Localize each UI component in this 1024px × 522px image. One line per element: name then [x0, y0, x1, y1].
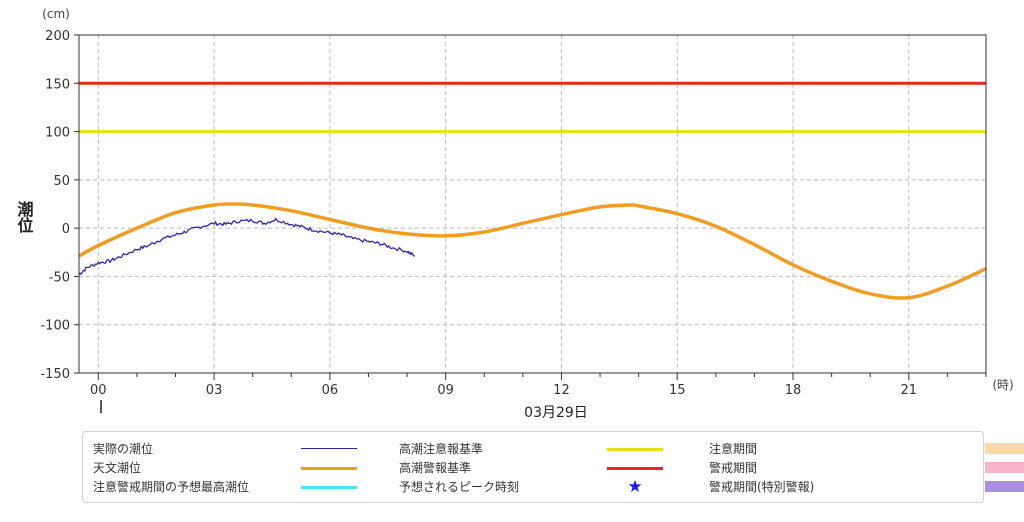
legend-label: 注意警戒期間の予想最高潮位: [93, 480, 250, 494]
x-unit-label: (時): [992, 378, 1013, 392]
legend-label: 注意期間: [709, 442, 758, 456]
grid-lines: [79, 35, 986, 373]
y-tick-label: 200: [45, 29, 70, 44]
x-tick-label: 03: [206, 383, 223, 398]
legend-line-swatch: [301, 448, 357, 450]
legend-label: 天文潮位: [93, 461, 142, 475]
x-tick-label: 09: [437, 383, 454, 398]
legend-label: 警戒期間(特別警報): [709, 480, 815, 494]
y-tick-label: -100: [40, 319, 70, 334]
legend-box-swatch: [985, 481, 1024, 492]
x-tick-label: 00: [90, 383, 107, 398]
legend-line-swatch: [301, 466, 357, 470]
legend-label: 警戒期間: [709, 461, 758, 475]
x-tick-labels: 00 03 06 09 12 15 18 21: [90, 373, 987, 398]
y-tick-label: -50: [49, 270, 70, 285]
x-tick-label: 12: [553, 383, 570, 398]
legend-line-swatch: [607, 466, 663, 470]
series-lines: [78, 202, 987, 300]
x-tick-label: 15: [669, 383, 686, 398]
x-tick-label: 21: [901, 383, 918, 398]
legend-label: 実際の潮位: [93, 442, 154, 456]
y-tick-label: 0: [62, 222, 70, 237]
legend-label: 予想されるピーク時刻: [399, 480, 520, 494]
y-tick-label: 150: [45, 77, 70, 92]
x-tick-label: 18: [785, 383, 802, 398]
legend-label: 高潮注意報基準: [399, 442, 484, 456]
legend: 実際の潮位 高潮注意報基準 注意期間天文潮位 高潮警報基準 警戒期間注意警戒期間の予想最…: [82, 431, 1024, 503]
y-unit-label: (cm): [42, 7, 70, 21]
legend-box-swatch: [985, 443, 1024, 454]
legend-label: 高潮警報基準: [399, 461, 472, 475]
series-line-observed: [78, 217, 415, 276]
y-tick-label: -150: [40, 367, 70, 382]
tide-chart: 200 150 100 50 0 -50 -100 -150 00 03 06 09 12 15 18 21…: [15, 7, 1014, 421]
y-tick-labels: 200 150 100 50 0 -50 -100 -150: [40, 29, 79, 382]
series-line-astronomical: [78, 202, 987, 300]
y-axis-title: 潮位: [15, 200, 34, 234]
x-tick-label: 06: [322, 383, 339, 398]
plot-border: [78, 34, 987, 374]
legend-line-swatch: [607, 447, 663, 451]
date-label: 03月29日: [524, 405, 588, 421]
reference-lines: [79, 81, 986, 134]
y-tick-label: 50: [53, 174, 70, 189]
plot-frame: [78, 34, 987, 374]
star-icon: ★: [627, 477, 643, 497]
legend-box-swatch: [985, 462, 1024, 473]
legend-line-swatch: [301, 485, 357, 489]
y-tick-label: 100: [45, 126, 70, 141]
